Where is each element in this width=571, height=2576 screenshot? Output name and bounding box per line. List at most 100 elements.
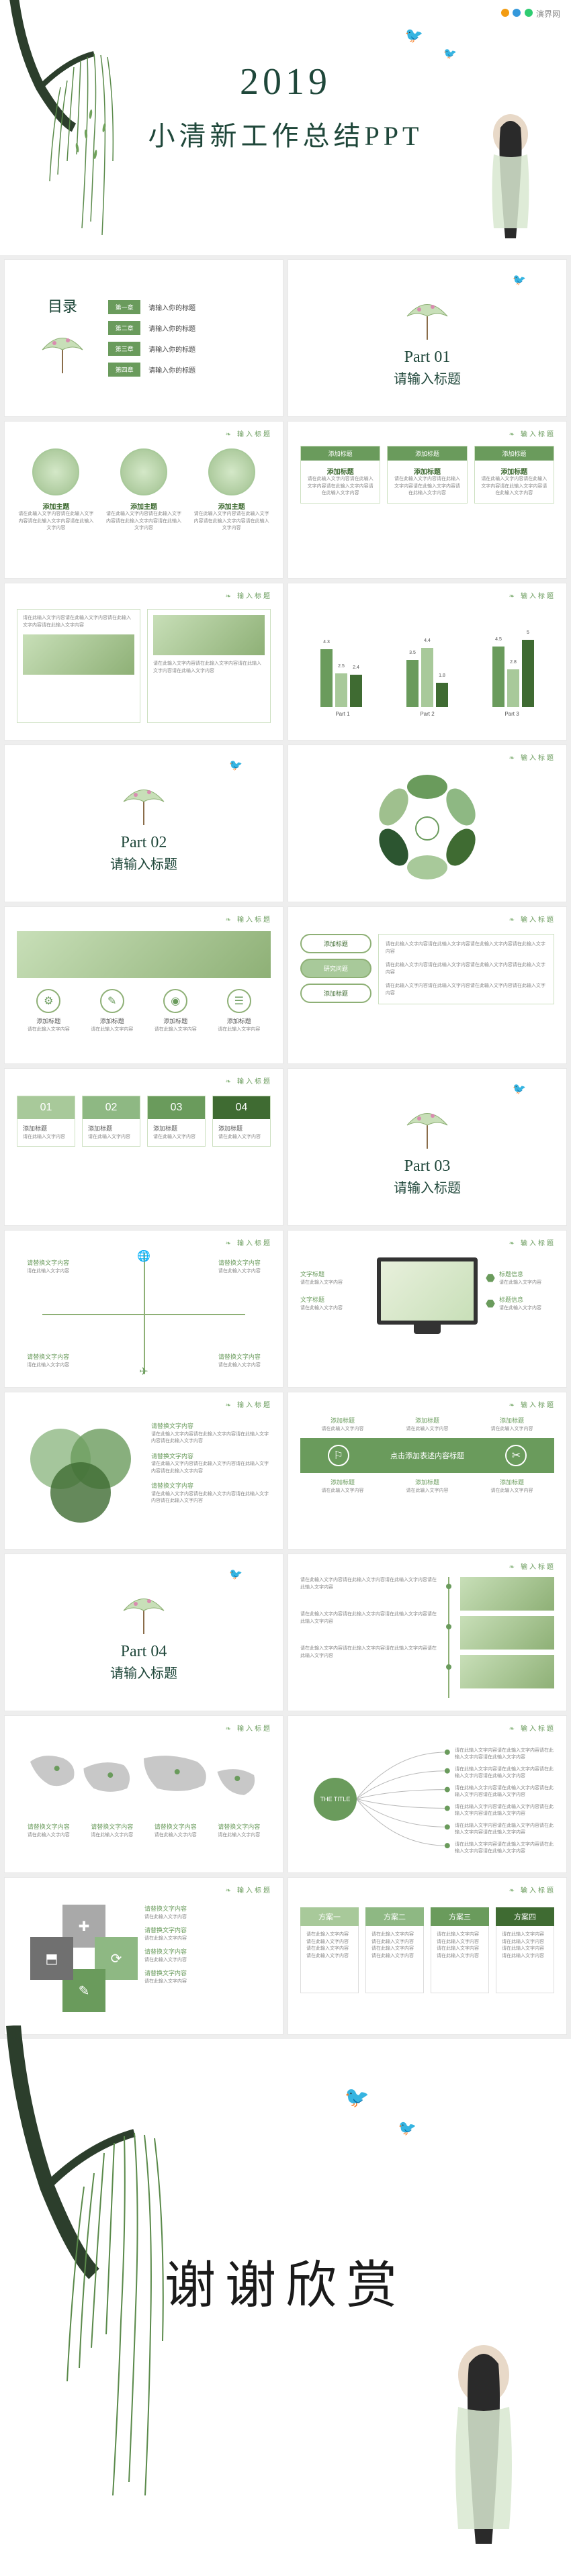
umbrella-icon: [400, 289, 454, 343]
swallow-icon: 🐦: [229, 1568, 243, 1581]
part-label: Part 04: [121, 1643, 167, 1661]
world-map-slide: 输入标题 请替换文字内容请在此输入文字内容 请替换文字内: [4, 1715, 283, 1873]
toc-slide: 目录 第一章 请输入你的标题 第二章 请输入你的标题: [4, 259, 283, 417]
section-slide-4: 🐦 Part 04 请输入标题: [4, 1554, 283, 1711]
icon-row-slide: 输入标题 ⚙添加标题请在此输入文字内容 ✎添加标题请在此输入文字内容 ◉添加标题…: [4, 906, 283, 1064]
toc-list: 第一章 请输入你的标题 第二章 请输入你的标题 第三章 请输入你的标题 第四章 …: [108, 293, 265, 383]
flow-slide: 输入标题 添加标题 研究问题 添加标题 请在此输入文字内容请在此输入文字内容请在…: [288, 906, 567, 1064]
slide-header: 输入标题: [509, 428, 556, 438]
feature-icon: ☰: [227, 989, 251, 1013]
topic-image: [208, 448, 255, 495]
banner-strip: ⚐ 点击添加表述内容标题 ✂: [300, 1438, 554, 1473]
monitor-slide: 输入标题 文字标题 请在此输入文字内容 文字标题 请在此输入文字内容 ⬣标题信息…: [288, 1230, 567, 1388]
banner-icon: ⚐: [328, 1445, 349, 1466]
flow-description: 请在此输入文字内容请在此输入文字内容请在此输入文字内容请在此输入文字内容 请在此…: [378, 934, 554, 1004]
closing-title: 谢谢欣赏: [165, 2244, 406, 2318]
mind-map: THE TITLE 请在此输入文字内容请在此输入文字内容请在此输入文字内容请在此…: [300, 1739, 554, 1860]
swallow-icon: 🐦: [513, 273, 526, 287]
toc-item: 第一章 请输入你的标题: [108, 300, 265, 314]
watermark: 演界网: [501, 8, 560, 19]
vertical-timeline-slide: 输入标题 请在此输入文字内容请在此输入文字内容请在此输入文字内容请在此输入文字内…: [288, 1554, 567, 1711]
slide-header: 输入标题: [226, 1885, 272, 1895]
topic-col: 添加主题 请在此输入文字内容请在此输入文字内容请在此输入文字内容请在此输入文字内…: [17, 448, 95, 532]
timeline-image: [460, 1577, 554, 1611]
swallow-icon: 🐦: [405, 27, 423, 44]
part-subtitle: 请输入标题: [394, 1177, 461, 1196]
cross-diagram: 🌐 ✈ 请替换文字内容请在此输入文字内容 请替换文字内容请在此输入文字内容 请替…: [17, 1253, 271, 1374]
slide-header: 输入标题: [509, 752, 556, 762]
world-map: [17, 1742, 271, 1815]
content-box: 添加标题 添加标题 请在此输入文字内容请在此输入文字内容请在此输入文字内容请在此…: [474, 446, 554, 504]
flow-node: 研究问题: [300, 959, 371, 978]
willow-illustration: [0, 0, 161, 248]
umbrella-icon: [117, 1584, 171, 1637]
timeline-axis: [448, 1577, 449, 1698]
mind-center: THE TITLE: [314, 1778, 357, 1821]
slide-header: 输入标题: [509, 914, 556, 924]
part-label: Part 01: [404, 348, 451, 367]
slide-grid: 目录 第一章 请输入你的标题 第二章 请输入你的标题: [0, 255, 571, 2039]
slide-header: 输入标题: [509, 590, 556, 600]
toc-title: 目录: [48, 295, 77, 316]
petal-diagram: [367, 775, 488, 882]
slide-header: 输入标题: [226, 1237, 272, 1247]
toc-item: 第二章 请输入你的标题: [108, 321, 265, 335]
venn-slide: 输入标题 请替换文字内容 请在此输入文字内容请在此输入文字内容请在此输入文字内容…: [4, 1392, 283, 1549]
figure-illustration: [470, 107, 551, 242]
umbrella-icon: [36, 323, 89, 377]
cross-timeline-slide: 输入标题 🌐 ✈ 请替换文字内容请在此输入文字内容 请替换文字内容请在此输入文字…: [4, 1230, 283, 1388]
umbrella-icon: [400, 1098, 454, 1152]
square-diagram: ✚ ⟳ ✎ ⬒: [30, 1905, 138, 2012]
topic-col: 添加主题 请在此输入文字内容请在此输入文字内容请在此输入文字内容请在此输入文字内…: [105, 448, 183, 532]
slide-header: 输入标题: [226, 428, 272, 438]
petal-diagram-slide: 输入标题: [288, 745, 567, 902]
feature-icon: ◉: [163, 989, 187, 1013]
swallow-icon: 🐦: [443, 47, 457, 60]
three-boxes-slide: 输入标题 添加标题 添加标题 请在此输入文字内容请在此输入文字内容请在此输入文字…: [288, 421, 567, 579]
banner-image: [17, 931, 271, 978]
bar-chart-slide: 输入标题 4.3 2.5 2.4 3.5 4.4 1.8 4.5 2.8 5: [288, 583, 567, 741]
image-placeholder: [23, 634, 134, 675]
part-subtitle: 请输入标题: [110, 853, 177, 873]
slide-header: 输入标题: [509, 1885, 556, 1895]
umbrella-icon: [117, 775, 171, 828]
banner-icon: ✂: [505, 1445, 527, 1466]
section-slide-1: 🐦 Part 01 请输入标题: [288, 259, 567, 417]
topic-image: [32, 448, 79, 495]
squares-slide: 输入标题 ✚ ⟳ ✎ ⬒ 请替换文字内容 请在此输入文字内容 请替换文字内容 请…: [4, 1877, 283, 2035]
venn-diagram: [24, 1422, 144, 1523]
part-label: Part 03: [404, 1157, 451, 1176]
swallow-icon: 🐦: [345, 2086, 369, 2109]
cover-title: 小清新工作总结PPT: [148, 114, 423, 153]
slide-header: 输入标题: [226, 914, 272, 924]
split-content-slide: 输入标题 请在此输入文字内容请在此输入文字内容请在此输入文字内容请在此输入文字内…: [4, 583, 283, 741]
text-box: 请在此输入文字内容请在此输入文字内容请在此输入文字内容请在此输入文字内容: [147, 609, 271, 723]
mind-map-slide: 输入标题 THE TITLE: [288, 1715, 567, 1873]
part-subtitle: 请输入标题: [110, 1662, 177, 1682]
slide-header: 输入标题: [509, 1561, 556, 1571]
flow-node: 添加标题: [300, 934, 371, 953]
toc-item: 第四章 请输入你的标题: [108, 363, 265, 377]
swallow-icon: 🐦: [398, 2119, 416, 2137]
content-box: 添加标题 添加标题 请在此输入文字内容请在此输入文字内容请在此输入文字内容请在此…: [387, 446, 467, 504]
topic-image: [120, 448, 167, 495]
slide-header: 输入标题: [226, 1723, 272, 1733]
text-box: 请在此输入文字内容请在此输入文字内容请在此输入文字内容请在此输入文字内容: [17, 609, 140, 723]
bar-chart: 4.3 2.5 2.4 3.5 4.4 1.8 4.5 2.8 5: [300, 613, 554, 707]
cover-year: 2019: [240, 60, 331, 103]
figure-illustration: [423, 2334, 544, 2549]
slide-header: 输入标题: [509, 1237, 556, 1247]
image-placeholder: [153, 615, 265, 655]
timeline-image: [460, 1655, 554, 1688]
slide-header: 输入标题: [509, 1399, 556, 1409]
feature-icon: ⚙: [36, 989, 60, 1013]
toc-item: 第三章 请输入你的标题: [108, 342, 265, 356]
section-slide-3: 🐦 Part 03 请输入标题: [288, 1068, 567, 1226]
feature-icon: ✎: [100, 989, 124, 1013]
section-slide-2: 🐦 Part 02 请输入标题: [4, 745, 283, 902]
swallow-icon: 🐦: [229, 759, 243, 772]
slide-header: 输入标题: [226, 590, 272, 600]
slide-header: 输入标题: [226, 1399, 272, 1409]
plans-slide: 输入标题 方案一请在此输入文字内容请在此输入文字内容请在此输入文字内容请在此输入…: [288, 1877, 567, 2035]
monitor-graphic: [377, 1257, 478, 1325]
